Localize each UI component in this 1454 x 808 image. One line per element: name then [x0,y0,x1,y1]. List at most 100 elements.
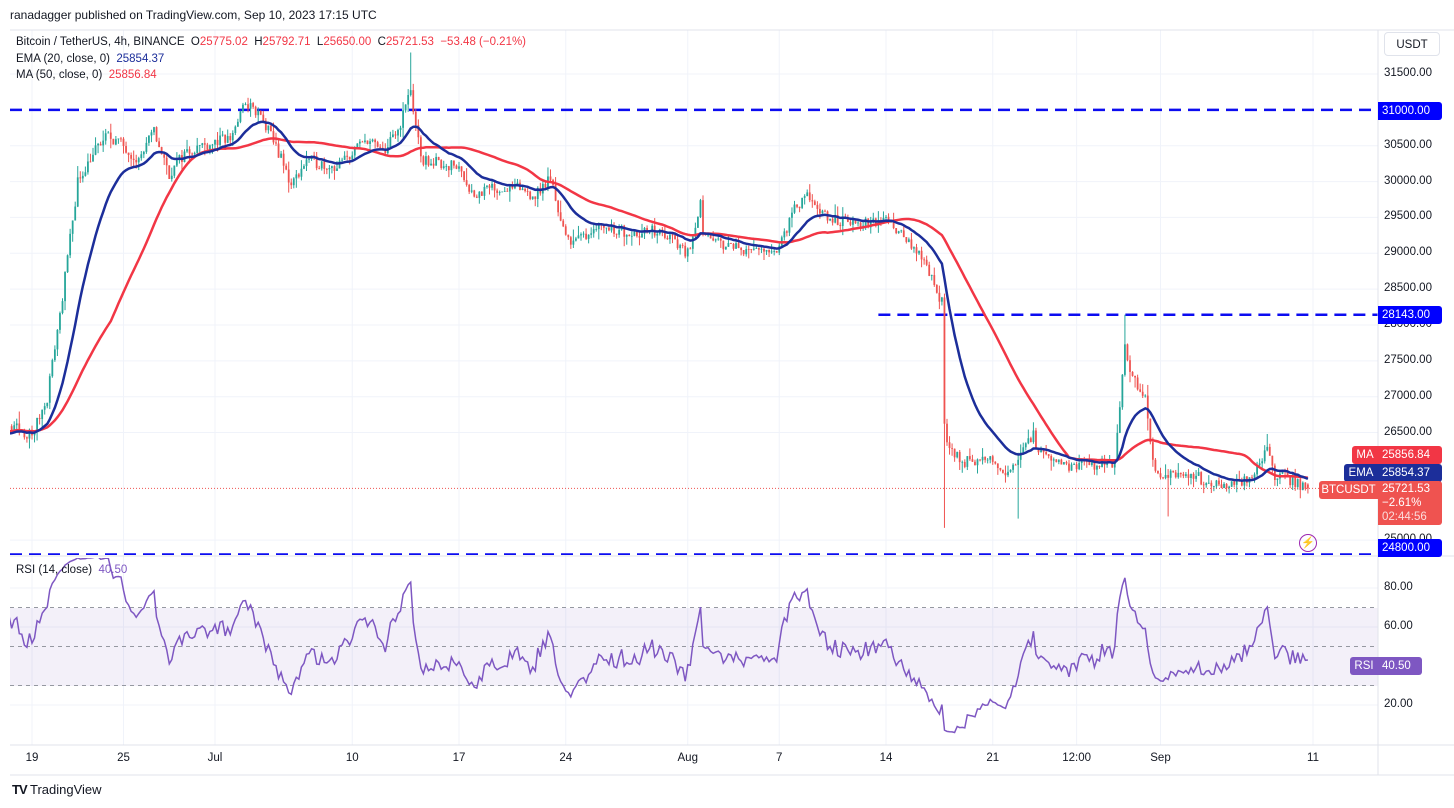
candle-body [1200,472,1203,485]
candle-body [348,156,351,160]
candle-body [135,160,138,163]
candle-body [943,297,946,424]
candle-body [1126,344,1129,361]
ema-price-tag: 25854.37 [1378,464,1442,482]
candle-body [869,221,872,228]
candle-body [821,210,824,214]
candle-body [1299,479,1302,490]
candle-body [1215,480,1218,487]
candle-body [437,156,440,161]
candle-body [1289,475,1292,486]
candle-body [87,161,89,173]
candle-body [206,144,209,150]
ema-legend[interactable]: EMA (20, close, 0) 25854.37 [16,53,164,65]
candle-body [1139,389,1142,392]
footer-brand[interactable]: TV TradingView [12,782,102,797]
candle-body [165,157,168,166]
candle-body [196,145,199,153]
candle-body [602,225,605,228]
candle-body [26,437,28,439]
candle-body [1063,462,1065,465]
candle-body [633,231,636,236]
candle-body [338,160,341,169]
candle-body [117,138,120,140]
rsi-legend[interactable]: RSI (14, close) 40.50 [16,564,127,576]
candle-body [384,149,387,154]
candle-body [303,166,305,169]
candle-body [742,250,745,255]
ma-price-tag: 25856.84 [1378,446,1442,464]
ma-tag: MA [1352,446,1378,464]
price-tick-label: 30000.00 [1384,174,1432,187]
candle-body [854,220,857,224]
candle-body [145,142,148,152]
candle-body [23,431,26,438]
candle-body [986,459,989,461]
price-tick-label: 29500.00 [1384,210,1432,223]
lightning-icon[interactable]: ⚡ [1299,534,1317,552]
candle-body [796,204,798,207]
candle-body [674,234,676,240]
candle-body [38,417,41,419]
candle-body [1111,460,1114,468]
candle-body [1052,459,1055,461]
candle-body [798,206,801,208]
candle-body [811,200,814,202]
candle-body [1159,473,1162,478]
low-label: L [316,36,324,48]
candle-body [536,187,539,199]
candle-body [198,145,201,146]
candle-body [676,239,679,249]
candle-body [290,182,293,186]
candle-body [968,456,971,460]
candle-body [229,136,232,141]
candle-body [788,217,791,233]
ema-value: 25854.37 [116,53,165,65]
candle-body [636,231,638,237]
candle-body [948,442,951,449]
ma-legend[interactable]: MA (50, close, 0) 25856.84 [16,69,157,81]
candle-body [679,245,682,249]
candle-body [999,468,1002,470]
candle-body [732,243,735,249]
candle-body [1220,484,1223,488]
candle-body [697,216,699,228]
candle-body [392,134,394,138]
candle-body [897,231,900,234]
candle-body [892,220,895,229]
currency-button[interactable]: USDT [1384,32,1440,56]
candle-body [595,229,598,230]
candle-body [41,409,44,419]
candle-body [656,233,659,236]
candle-body [1129,360,1131,372]
candle-body [112,138,115,145]
candle-body [491,183,493,188]
candle-body [864,218,867,226]
candle-body [1185,474,1187,476]
time-tick-label: 7 [776,752,783,764]
candle-body [1004,472,1007,476]
candle-body [1179,472,1182,475]
candle-body [343,155,346,160]
symbol-title[interactable]: Bitcoin / TetherUS, 4h, BINANCE [16,36,185,48]
candle-body [417,125,420,138]
candle-body [1190,473,1192,478]
candle-body [323,161,326,169]
candle-body [979,459,981,461]
candle-body [453,160,455,166]
candle-body [127,152,130,155]
candle-body [109,132,112,139]
candle-body [925,259,928,265]
candle-body [1218,480,1220,485]
candle-body [308,158,310,160]
candle-body [422,156,425,165]
candle-body [1090,462,1093,465]
candle-body [66,255,69,273]
candle-body [1060,459,1063,465]
candle-body [1205,483,1208,486]
candle-body [996,463,999,469]
candle-body [351,155,354,160]
candle-body [1235,480,1238,485]
candle-body [409,90,412,95]
